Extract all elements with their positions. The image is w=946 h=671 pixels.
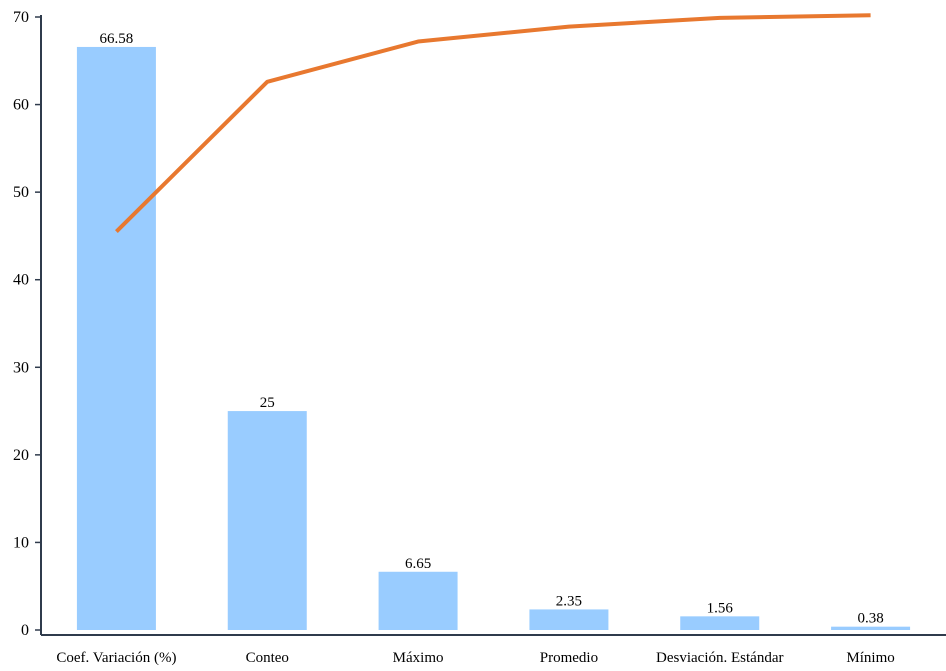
bar xyxy=(227,411,307,630)
bar-value-label: 0.38 xyxy=(857,611,883,627)
x-category-label: Desviación. Estándar xyxy=(656,650,783,666)
y-axis-ticks: 0 10 20 30 40 50 60 70 xyxy=(13,9,41,639)
bar-value-label: 25 xyxy=(260,395,275,411)
x-axis-category-labels: Coef. Variación (%) Conteo Máximo Promedio D… xyxy=(56,650,894,666)
y-tick-label: 10 xyxy=(13,534,29,551)
x-category-label: Mínimo xyxy=(846,650,894,666)
cumulative-line xyxy=(115,13,871,233)
bar-value-label: 1.56 xyxy=(707,600,734,616)
y-tick-label: 0 xyxy=(21,622,29,639)
bar-value-labels: 66.58 25 6.65 2.35 1.56 0.38 xyxy=(100,31,884,627)
bar xyxy=(76,46,156,631)
x-category-label: Máximo xyxy=(393,650,444,666)
bar xyxy=(831,626,911,630)
y-tick-label: 20 xyxy=(13,447,29,464)
y-tick-label: 70 xyxy=(13,9,29,26)
y-tick-label: 40 xyxy=(13,272,29,289)
bar-value-label: 2.35 xyxy=(556,593,582,609)
x-category-label: Conteo xyxy=(246,650,289,666)
x-category-label: Promedio xyxy=(540,650,598,666)
cumulative-line-group xyxy=(115,13,871,233)
bar xyxy=(680,616,760,630)
y-tick-label: 60 xyxy=(13,97,29,114)
bar-value-label: 6.65 xyxy=(405,556,431,572)
x-category-label: Coef. Variación (%) xyxy=(56,650,176,666)
y-tick-label: 50 xyxy=(13,184,29,201)
y-tick-label: 30 xyxy=(13,359,29,376)
bar xyxy=(378,571,458,630)
bars xyxy=(76,46,911,631)
bar xyxy=(529,609,609,630)
bar-value-label: 66.58 xyxy=(100,31,134,47)
